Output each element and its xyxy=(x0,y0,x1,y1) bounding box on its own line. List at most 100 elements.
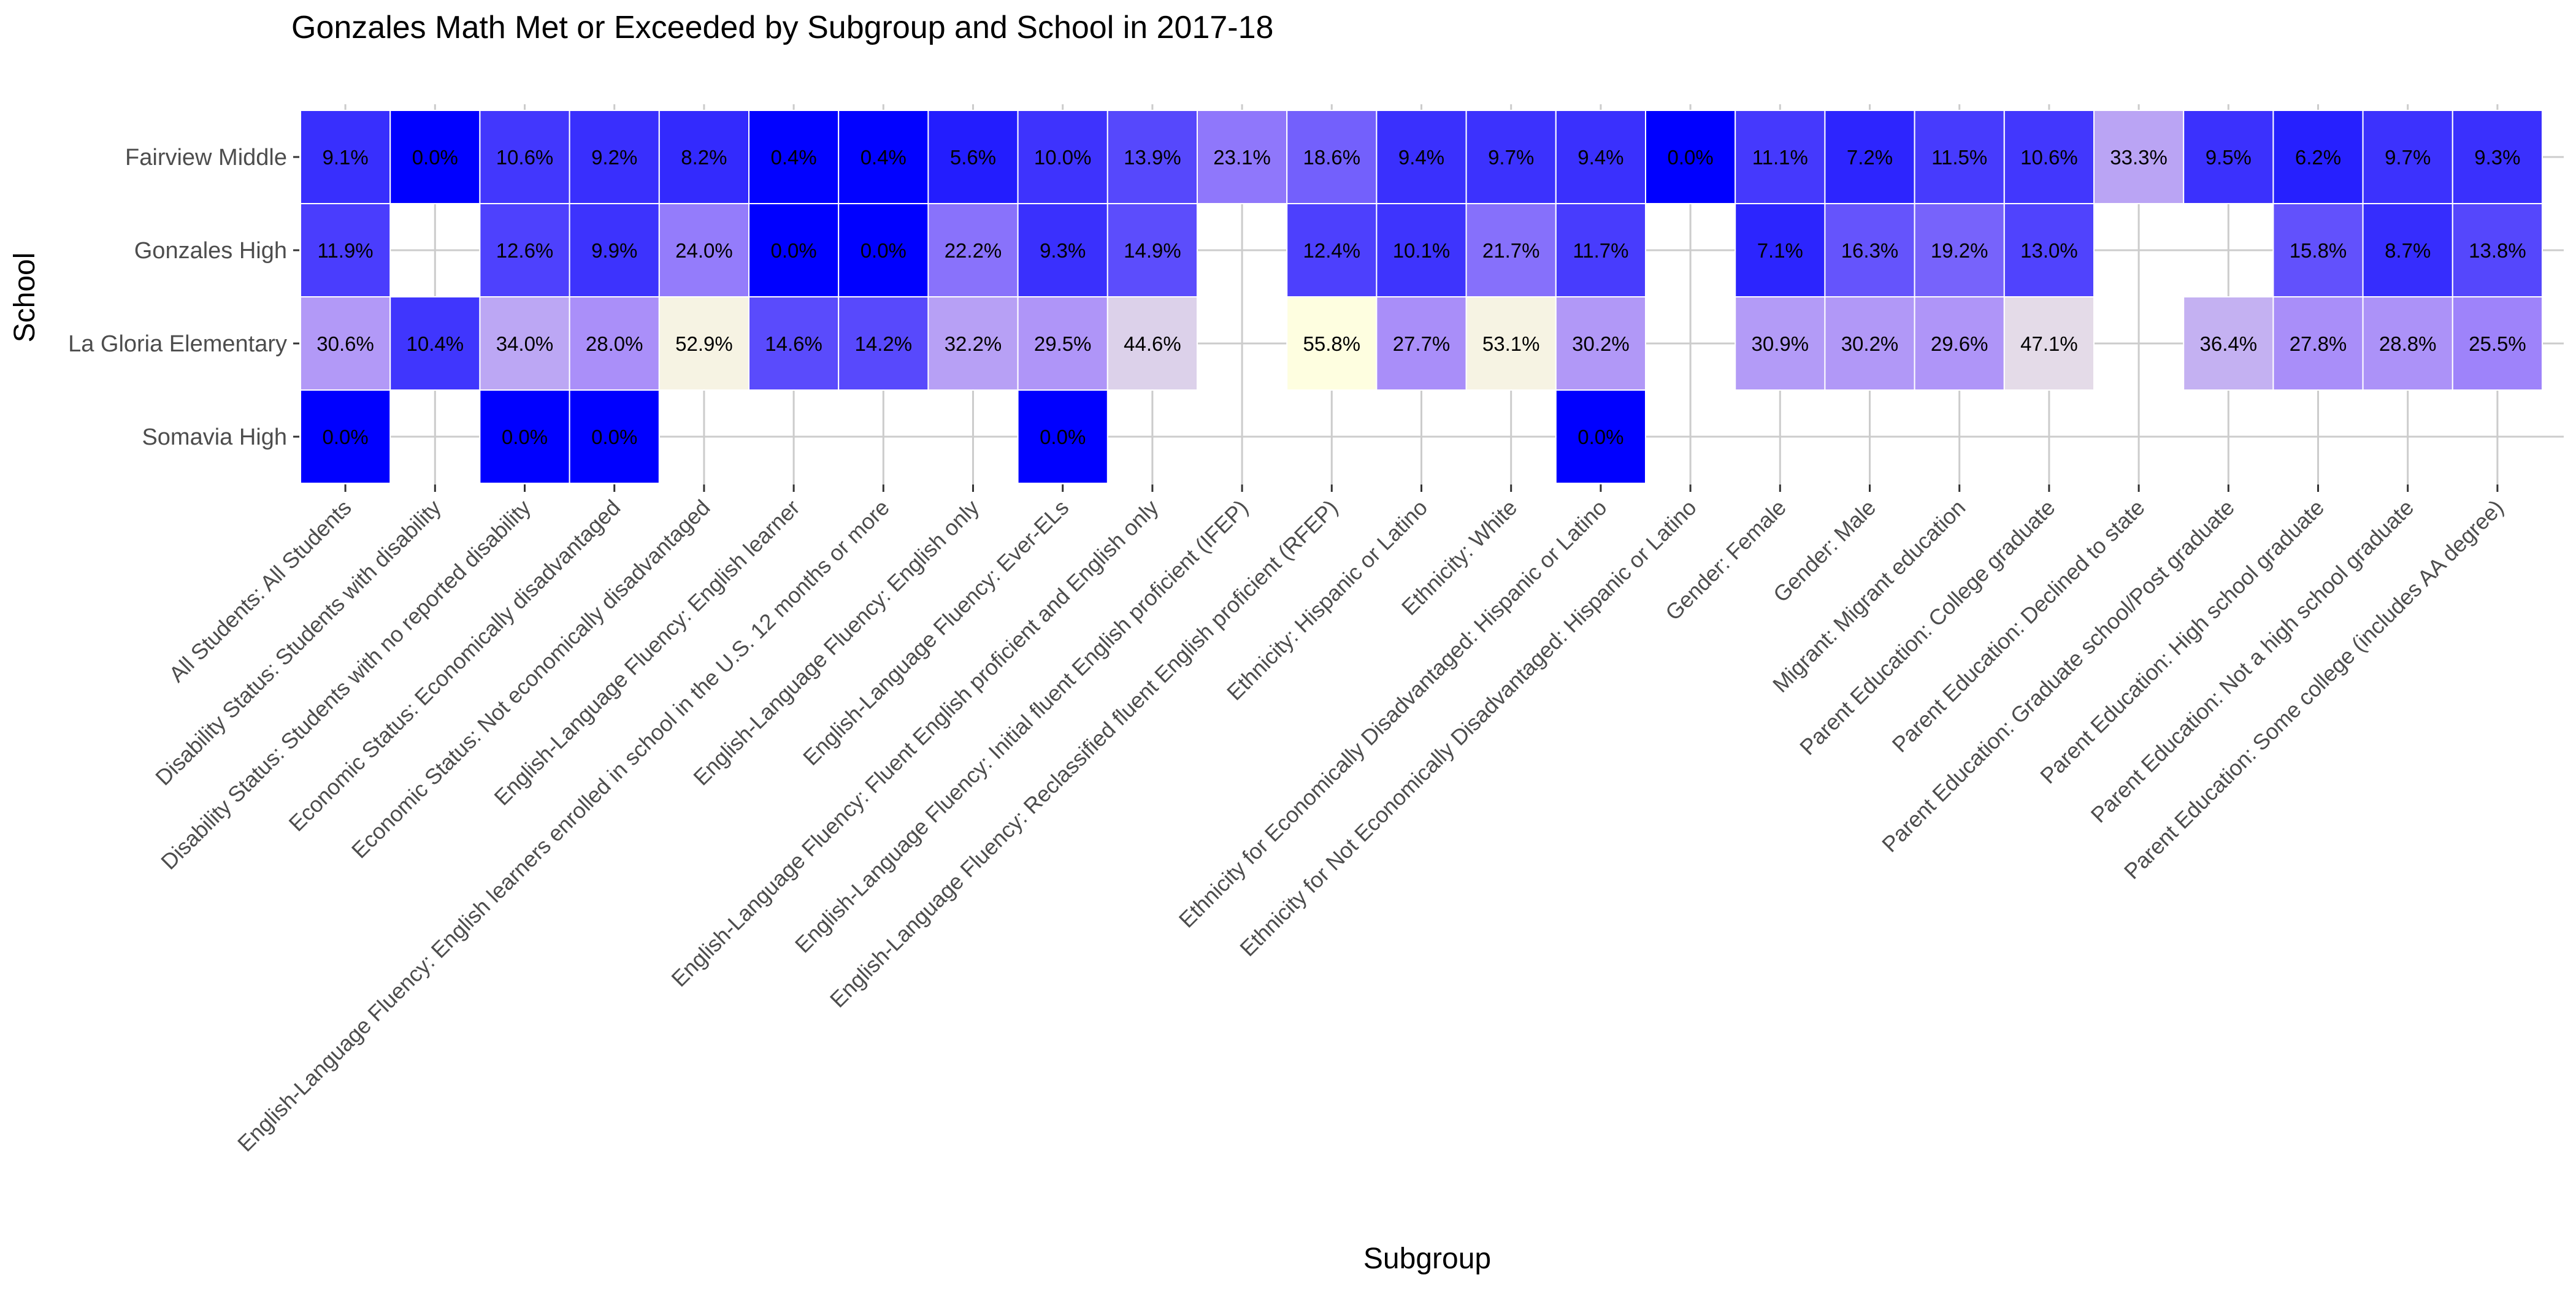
cell-value-label: 14.9% xyxy=(1124,239,1181,262)
cell-value-label: 33.3% xyxy=(2110,146,2168,169)
cell-value-label: 27.7% xyxy=(1393,332,1451,355)
heatmap-cell xyxy=(2451,110,2543,204)
heatmap-cell xyxy=(1106,203,1198,297)
cell-value-label: 11.5% xyxy=(1931,146,1987,169)
cell-value-label: 10.6% xyxy=(2020,146,2078,169)
cell-value-label: 30.2% xyxy=(1572,332,1630,355)
cell-value-label: 9.4% xyxy=(1577,146,1623,169)
cell-value-label: 55.8% xyxy=(1303,332,1361,355)
heatmap-cell xyxy=(1645,110,1736,204)
heatmap-cell xyxy=(927,110,1019,204)
heatmap-cell xyxy=(569,296,660,391)
heatmap-cell xyxy=(2272,296,2364,391)
heatmap-cell xyxy=(2362,110,2453,204)
heatmap-cell xyxy=(2272,203,2364,297)
cell-value-label: 9.7% xyxy=(2385,146,2431,169)
cell-value-label: 0.0% xyxy=(412,146,458,169)
heatmap-cell xyxy=(2093,110,2185,204)
cell-value-label: 0.0% xyxy=(322,426,368,448)
cell-value-label: 9.5% xyxy=(2206,146,2252,169)
heatmap-cell xyxy=(2451,296,2543,391)
heatmap-cell xyxy=(1376,203,1467,297)
heatmap-cell xyxy=(1824,203,1915,297)
cell-value-label: 29.6% xyxy=(1931,332,1988,355)
heatmap-cell xyxy=(1106,296,1198,391)
cell-value-label: 9.7% xyxy=(1488,146,1534,169)
heatmap-cell xyxy=(1017,296,1108,391)
heatmap-cell xyxy=(1376,110,1467,204)
heatmap-cell xyxy=(569,203,660,297)
heatmap-cell xyxy=(1824,296,1915,391)
cell-value-label: 0.0% xyxy=(591,426,637,448)
cell-value-label: 9.1% xyxy=(322,146,368,169)
x-tick-label: Parent Education: Not a high school grad… xyxy=(2086,495,2419,828)
cell-value-label: 28.8% xyxy=(2379,332,2437,355)
cell-value-label: 13.8% xyxy=(2469,239,2526,262)
heatmap-cell xyxy=(2272,110,2364,204)
heatmap-cell xyxy=(1286,203,1378,297)
cell-value-label: 9.2% xyxy=(591,146,637,169)
heatmap-cell xyxy=(1735,296,1826,391)
heatmap-cell xyxy=(2183,296,2274,391)
heatmap-cell xyxy=(300,389,391,484)
cell-value-label: 9.9% xyxy=(591,239,637,262)
y-tick-label: Fairview Middle xyxy=(125,145,287,170)
y-tick-label: Somavia High xyxy=(142,424,287,450)
cell-value-label: 21.7% xyxy=(1482,239,1540,262)
heatmap-cell xyxy=(1465,296,1557,391)
cell-value-label: 0.0% xyxy=(861,239,907,262)
cell-value-label: 15.8% xyxy=(2290,239,2347,262)
heatmap-cell xyxy=(389,110,481,204)
heatmap-cell xyxy=(1376,296,1467,391)
cell-value-label: 0.0% xyxy=(1667,146,1713,169)
heatmap-cell xyxy=(1197,110,1288,204)
heatmap-cell xyxy=(479,110,570,204)
cell-value-label: 9.3% xyxy=(2474,146,2520,169)
cell-value-label: 7.2% xyxy=(1847,146,1893,169)
heatmap-cell xyxy=(838,110,929,204)
y-tick-label: La Gloria Elementary xyxy=(68,331,287,357)
heatmap-cell xyxy=(1555,110,1647,204)
cell-value-label: 52.9% xyxy=(675,332,733,355)
cell-value-label: 0.0% xyxy=(1040,426,1086,448)
heatmap-cell xyxy=(1735,110,1826,204)
cell-value-label: 12.6% xyxy=(496,239,554,262)
cell-value-label: 30.2% xyxy=(1841,332,1899,355)
heatmap-cell xyxy=(1555,389,1647,484)
cell-value-label: 25.5% xyxy=(2469,332,2526,355)
cell-value-label: 11.9% xyxy=(318,239,374,262)
heatmap-cell xyxy=(658,203,750,297)
heatmap-cell xyxy=(2003,203,2095,297)
cell-value-label: 0.0% xyxy=(502,426,548,448)
cell-value-label: 22.2% xyxy=(945,239,1002,262)
heatmap-cell xyxy=(2003,296,2095,391)
x-tick-label: Economic Status: Economically disadvanta… xyxy=(284,495,626,837)
cell-value-label: 13.0% xyxy=(2020,239,2078,262)
cell-value-label: 9.3% xyxy=(1040,239,1086,262)
heatmap-cell xyxy=(1286,110,1378,204)
heatmap-cell xyxy=(300,110,391,204)
x-tick-label: Ethnicity for Economically Disadvantaged… xyxy=(1174,495,1612,933)
heatmap-cell xyxy=(300,203,391,297)
cell-value-label: 27.8% xyxy=(2290,332,2347,355)
heatmap-cell xyxy=(1735,203,1826,297)
heatmap-cell xyxy=(1465,203,1557,297)
x-tick-label: All Students: All Students xyxy=(164,495,356,687)
cell-value-label: 11.7% xyxy=(1573,239,1628,262)
cell-value-label: 18.6% xyxy=(1303,146,1361,169)
cell-value-label: 53.1% xyxy=(1482,332,1540,355)
cell-value-label: 23.1% xyxy=(1213,146,1271,169)
cell-value-label: 36.4% xyxy=(2200,332,2258,355)
cell-value-label: 47.1% xyxy=(2020,332,2078,355)
heatmap-cell xyxy=(1465,110,1557,204)
y-tick-label: Gonzales High xyxy=(134,238,287,264)
cell-value-label: 30.9% xyxy=(1752,332,1809,355)
cell-value-label: 14.2% xyxy=(855,332,913,355)
x-tick-label: Disability Status: Students with no repo… xyxy=(156,495,535,875)
cell-value-label: 28.0% xyxy=(586,332,643,355)
cell-value-label: 11.1% xyxy=(1752,146,1808,169)
cell-value-label: 10.6% xyxy=(496,146,554,169)
heatmap-cell xyxy=(569,389,660,484)
heatmap-cell xyxy=(1914,203,2005,297)
cell-value-label: 0.0% xyxy=(1577,426,1623,448)
